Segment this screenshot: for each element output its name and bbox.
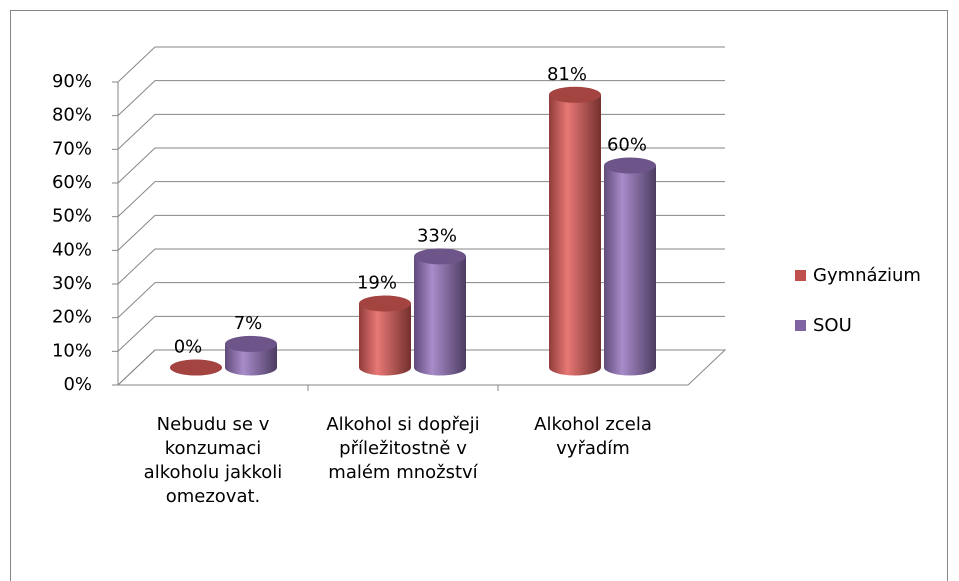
y-tick-label: 90% bbox=[52, 71, 92, 92]
x-tick-label: Nebudu se v konzumaci alkoholu jakkoli omez… bbox=[144, 414, 283, 507]
value-label: 0% bbox=[174, 337, 203, 358]
legend-label: Gymnázium bbox=[813, 265, 921, 286]
bar-top bbox=[604, 157, 656, 174]
y-tick-label: 30% bbox=[52, 273, 92, 294]
x-tick-label: Alkohol si dopřeji příležitostně v malém m… bbox=[326, 414, 479, 483]
bar-body bbox=[604, 165, 656, 376]
y-tick-label: 20% bbox=[52, 307, 92, 328]
y-tick-label: 70% bbox=[52, 138, 92, 159]
grid-line bbox=[117, 315, 725, 352]
grid-line bbox=[117, 349, 725, 386]
grid-line bbox=[117, 248, 725, 285]
grid-line bbox=[117, 282, 725, 319]
bar-top bbox=[414, 248, 466, 265]
legend-swatch bbox=[795, 270, 806, 281]
bar-body bbox=[359, 303, 411, 376]
bar-body bbox=[414, 256, 466, 376]
bar-top bbox=[170, 359, 222, 376]
y-tick-label: 60% bbox=[52, 172, 92, 193]
y-tick-label: 80% bbox=[52, 105, 92, 126]
value-label: 60% bbox=[607, 135, 647, 156]
value-label: 7% bbox=[234, 313, 263, 334]
grid-line bbox=[117, 214, 725, 251]
y-tick-label: 40% bbox=[52, 239, 92, 260]
bar-top bbox=[359, 295, 411, 312]
legend-swatch bbox=[795, 320, 806, 331]
y-tick-label: 10% bbox=[52, 340, 92, 361]
bar-body bbox=[549, 94, 601, 376]
y-tick-label: 0% bbox=[63, 374, 92, 395]
value-label: 81% bbox=[547, 64, 587, 85]
grid-line bbox=[117, 80, 725, 117]
grid-line bbox=[117, 147, 725, 184]
bar-top bbox=[225, 335, 277, 352]
legend-label: SOU bbox=[813, 315, 852, 336]
y-tick-label: 50% bbox=[52, 206, 92, 227]
grid-line bbox=[117, 113, 725, 150]
value-label: 33% bbox=[417, 225, 457, 246]
bar-top bbox=[549, 86, 601, 103]
grid-line bbox=[117, 46, 725, 83]
bar-body bbox=[225, 343, 277, 376]
value-label: 19% bbox=[357, 273, 397, 294]
chart-border bbox=[10, 10, 948, 581]
x-tick-label: Alkohol zcela vyřadím bbox=[534, 414, 652, 459]
grid-line bbox=[117, 181, 725, 218]
